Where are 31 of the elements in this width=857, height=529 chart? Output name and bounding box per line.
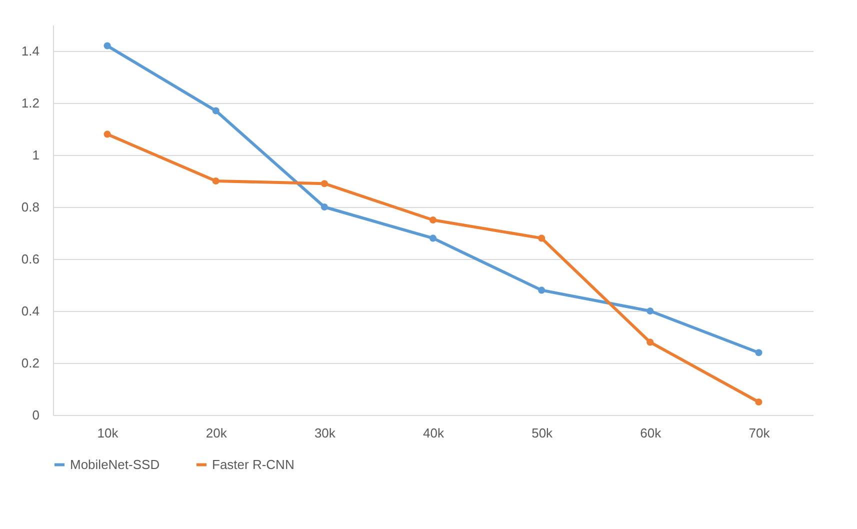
point: [212, 107, 220, 114]
y-tick-label: 1.2: [21, 96, 40, 110]
point: [429, 234, 437, 242]
x-tick-label: 50k: [532, 426, 554, 440]
point: [646, 307, 654, 315]
x-tick-label: 10k: [97, 426, 119, 440]
point: [429, 216, 437, 224]
point: [538, 286, 546, 294]
x-tick-label: 70k: [748, 426, 770, 440]
y-tick-label: 1.4: [21, 44, 40, 58]
point: [212, 177, 220, 185]
y-tick-label: 1: [32, 148, 40, 162]
point: [646, 338, 654, 346]
y-tick-label: 0: [32, 408, 40, 422]
x-tick-label: 60k: [640, 426, 662, 440]
x-tick-label: 40k: [423, 426, 444, 440]
point: [104, 42, 111, 50]
point: [320, 180, 328, 188]
point: [538, 234, 546, 242]
y-tick-label: 0.8: [21, 200, 40, 214]
point: [755, 349, 762, 356]
legend-label: MobileNet-SSD: [70, 456, 160, 472]
point: [755, 398, 762, 406]
x-tick-label: 30k: [314, 426, 336, 440]
x-tick-label: 20k: [206, 426, 228, 440]
legend-label: Faster R-CNN: [212, 456, 294, 472]
point: [320, 203, 328, 211]
y-tick-label: 0.2: [21, 356, 40, 370]
y-tick-label: 0.6: [21, 252, 40, 266]
point: [104, 130, 111, 138]
y-tick-label: 0.4: [21, 304, 40, 318]
